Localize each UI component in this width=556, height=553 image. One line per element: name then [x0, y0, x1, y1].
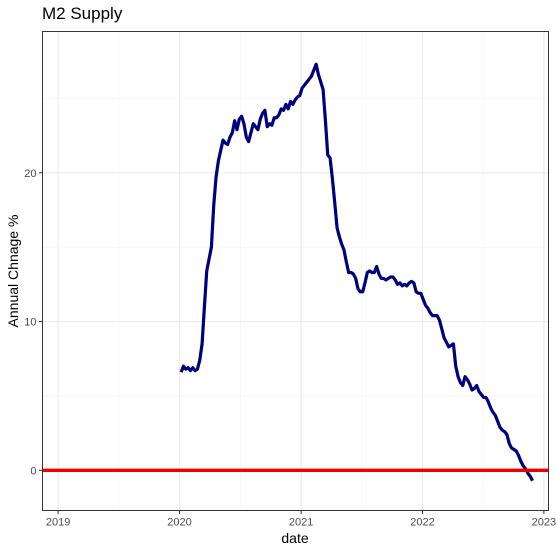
x-tick-label: 2022	[410, 517, 434, 529]
x-axis-title: date	[281, 530, 308, 546]
minor-gridlines	[42, 31, 549, 511]
x-tick-label: 2023	[532, 517, 556, 529]
y-tick-label: 0	[30, 465, 36, 477]
x-tick-label: 2021	[289, 517, 313, 529]
y-tick-label: 20	[24, 168, 36, 180]
x-tick-label: 2019	[46, 517, 70, 529]
series-line	[179, 62, 534, 482]
y-tick-label: 10	[24, 317, 36, 329]
series-layer	[179, 62, 534, 482]
y-axis: 0 10 20	[24, 168, 43, 477]
plot-border	[42, 31, 549, 511]
x-axis: 2019 2020 2021 2022 2023	[46, 510, 556, 529]
plot-background	[42, 31, 549, 511]
x-tick-label: 2020	[167, 517, 191, 529]
y-axis-title: Annual Chnage %	[5, 215, 21, 328]
chart-title: M2 Supply	[42, 4, 123, 23]
